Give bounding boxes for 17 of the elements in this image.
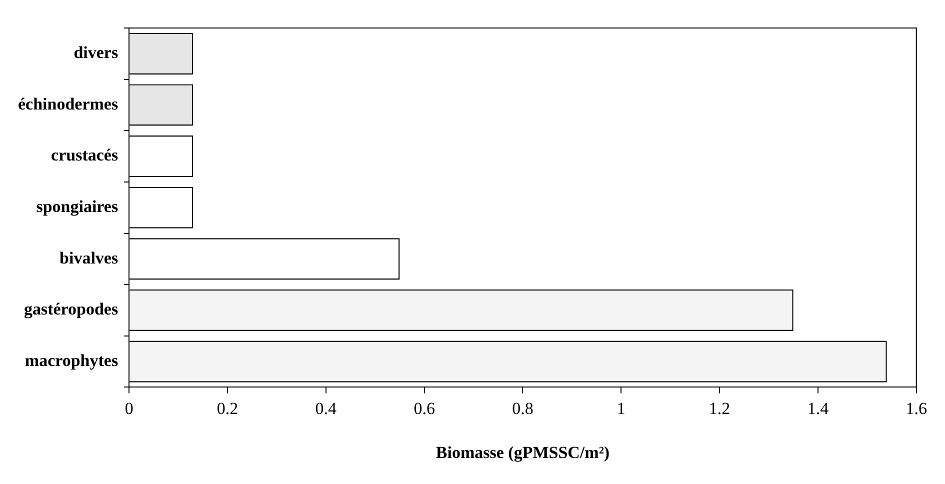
x-tick-label: 0.8 (512, 398, 534, 418)
x-tick-label: 1.6 (906, 398, 927, 418)
x-axis-title: Biomasse (gPMSSC/m²) (436, 443, 610, 462)
x-tick-label: 1 (616, 398, 626, 418)
y-tick-label: bivalves (60, 248, 118, 268)
x-tick-label: 0 (124, 398, 134, 418)
y-tick-label: échinodermes (18, 94, 118, 114)
y-tick-label: gastéropodes (24, 300, 118, 319)
x-tick-label: 1.4 (807, 398, 830, 418)
y-tick-label: crustacés (51, 146, 118, 165)
x-tick-label: 0.6 (414, 398, 435, 418)
y-tick-label: macrophytes (24, 350, 118, 370)
x-tick-label: 0.4 (315, 398, 338, 418)
x-tick-label: 0.2 (216, 398, 238, 418)
x-tick-label: 1.2 (708, 398, 730, 418)
y-tick-label: divers (74, 43, 118, 62)
y-tick-label: spongiaires (36, 196, 118, 216)
